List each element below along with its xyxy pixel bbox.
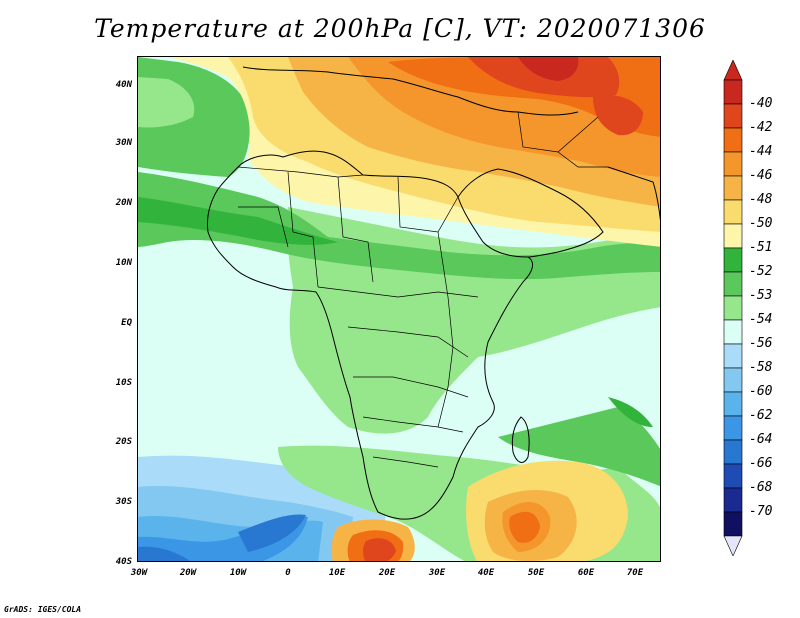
lat-label: EQ: [121, 318, 132, 328]
colorbar-label: -56: [749, 336, 773, 351]
colorbar-box: [723, 151, 743, 177]
contour-fill-iran-minus42: [593, 95, 643, 136]
arabia-coastline: [457, 168, 604, 258]
contour-fill-atlantic-minus56: [138, 246, 250, 452]
border-line: [372, 456, 439, 468]
colorbar-label: -42: [749, 120, 773, 135]
colorbar-box: [723, 511, 743, 537]
colorbar-label: -50: [749, 216, 773, 231]
colorbar-label: -48: [749, 192, 773, 207]
lon-label: 70E: [626, 568, 644, 578]
colorbar-box: [723, 343, 743, 369]
colorbar-label: -46: [749, 168, 773, 183]
lon-label: 10E: [328, 568, 346, 578]
lat-label: 20N: [115, 198, 132, 208]
lon-label: 30W: [130, 568, 148, 578]
colorbar-box: [723, 247, 743, 273]
border-line: [362, 416, 464, 433]
lon-label: 30E: [428, 568, 446, 578]
lat-label: 10S: [115, 378, 132, 388]
border-line: [337, 176, 374, 283]
colorbar-box: [723, 439, 743, 465]
lat-label: 30N: [115, 138, 132, 148]
colorbar-label: -70: [749, 504, 773, 519]
lon-label: 60E: [577, 568, 595, 578]
border-line: [317, 286, 479, 298]
colorbar-box: [723, 295, 743, 321]
colorbar-label: -44: [749, 144, 773, 159]
border-line: [397, 176, 459, 233]
colorbar-label: -53: [749, 288, 773, 303]
colorbar-box: [723, 175, 743, 201]
colorbar: [723, 60, 743, 556]
border-line: [517, 111, 599, 153]
lat-label: 10N: [115, 258, 132, 268]
contour-fill-minus53: [498, 407, 660, 487]
colorbar-label: -62: [749, 408, 773, 423]
lat-label: 20S: [115, 437, 132, 447]
contour-fill-tropics-minus52: [138, 197, 338, 245]
colorbar-box: [723, 367, 743, 393]
colorbar-box: [723, 487, 743, 513]
madagascar-coastline: [511, 416, 530, 463]
colorbar-box: [723, 127, 743, 153]
africa-coastline: [207, 150, 534, 520]
temperature-field-map: [138, 57, 660, 561]
colorbar-box: [723, 391, 743, 417]
border-line: [237, 166, 364, 178]
colorbar-label: -40: [749, 96, 773, 111]
colorbar-label: -58: [749, 360, 773, 375]
colorbar-label: -54: [749, 312, 773, 327]
colorbar-over-cap: [723, 60, 743, 81]
colorbar-box: [723, 271, 743, 297]
colorbar-box: [723, 199, 743, 225]
lat-label: 40N: [115, 80, 132, 90]
lon-label: 50E: [527, 568, 545, 578]
contour-fill-minus44: [509, 511, 540, 543]
contour-fill-minus64: [238, 514, 306, 552]
contour-fill-minus52: [608, 397, 653, 427]
contour-fill-north-minus40: [518, 57, 579, 81]
lat-label: 30S: [115, 497, 132, 507]
lat-label: 40S: [115, 557, 132, 567]
border-line: [353, 376, 469, 398]
colorbar-label: -66: [749, 456, 773, 471]
colorbar-box: [723, 415, 743, 441]
lon-label: 40E: [477, 568, 495, 578]
colorbar-label: -68: [749, 480, 773, 495]
footer-credit: GrADS: IGES/COLA: [4, 605, 82, 614]
lon-label: 20W: [179, 568, 197, 578]
colorbar-box: [723, 463, 743, 489]
contour-fill-minus64b: [138, 546, 191, 561]
colorbar-box: [723, 223, 743, 249]
chart-title: Temperature at 200hPa [C], VT: 202007130…: [94, 14, 706, 43]
border-line: [287, 171, 319, 288]
border-line: [238, 206, 289, 248]
india-coastline: [607, 166, 660, 221]
colorbar-label: -51: [749, 240, 773, 255]
colorbar-under-cap: [723, 535, 743, 556]
colorbar-label: -64: [749, 432, 773, 447]
border-line: [437, 231, 454, 428]
colorbar-label: -52: [749, 264, 773, 279]
colorbar-box: [723, 103, 743, 129]
colorbar-box: [723, 319, 743, 345]
lon-label: 10W: [229, 568, 247, 578]
contour-fill-atlantic-minus54: [138, 77, 195, 128]
colorbar-label: -60: [749, 384, 773, 399]
contour-fill-cape-minus42: [363, 538, 396, 561]
lon-label: 0: [285, 568, 291, 578]
border-line: [557, 151, 608, 168]
map-plot-area: [137, 56, 661, 562]
colorbar-box: [723, 79, 743, 105]
lon-label: 20E: [378, 568, 396, 578]
